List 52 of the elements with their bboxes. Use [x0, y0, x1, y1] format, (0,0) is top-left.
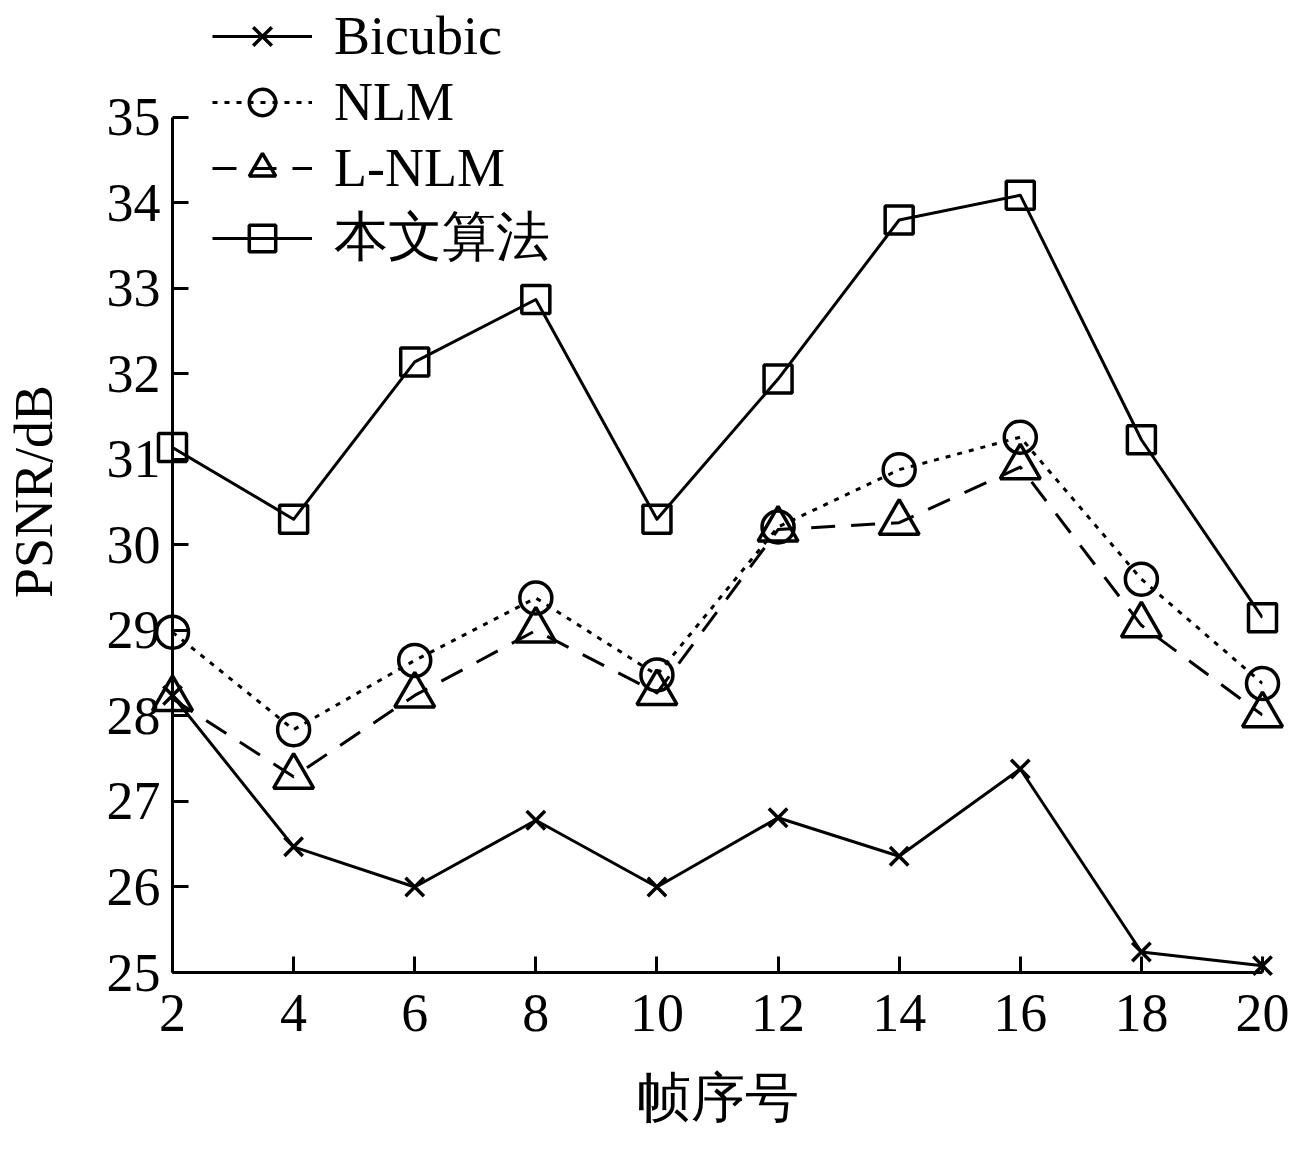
- point: [1125, 424, 1158, 456]
- point: [762, 363, 794, 395]
- y-tick-label: 35: [106, 87, 161, 148]
- x-tick-label: 6: [401, 982, 429, 1043]
- point: [646, 876, 668, 898]
- point: [156, 431, 189, 464]
- point: [767, 806, 789, 829]
- legend-label: Bicubic: [334, 9, 502, 67]
- y-tick-label: 32: [106, 343, 161, 404]
- legend-label: NLM: [334, 71, 454, 133]
- y-tick-label: 33: [106, 258, 161, 319]
- point: [275, 711, 312, 748]
- point: [1244, 665, 1281, 702]
- y-tick-label: 30: [106, 514, 161, 575]
- y-axis-title: PSNR/dB: [3, 384, 64, 599]
- point: [1251, 954, 1274, 977]
- point: [396, 642, 433, 679]
- x-tick-label: 10: [629, 982, 684, 1043]
- point: [518, 580, 554, 616]
- y-tick-label: 34: [106, 172, 161, 233]
- point: [403, 876, 426, 898]
- point: [1002, 419, 1039, 455]
- y-tick-label: 28: [106, 685, 161, 746]
- x-tick-label: 4: [280, 982, 308, 1043]
- x-tick-label: 2: [159, 982, 186, 1043]
- x-tick-label: 16: [993, 982, 1048, 1043]
- point: [1004, 179, 1037, 211]
- point: [1123, 561, 1160, 597]
- point: [888, 845, 911, 868]
- y-tick-label: 27: [106, 771, 161, 832]
- point: [398, 346, 431, 378]
- point: [524, 809, 547, 832]
- point: [881, 451, 917, 488]
- x-tick-label: 8: [522, 982, 550, 1043]
- x-tick-label: 20: [1235, 982, 1290, 1043]
- point: [1246, 601, 1279, 634]
- x-tick-label: 18: [1114, 982, 1169, 1043]
- point: [282, 835, 305, 858]
- point: [641, 503, 673, 536]
- y-tick-label: 31: [106, 429, 161, 490]
- point: [1130, 941, 1153, 963]
- point: [1009, 758, 1032, 780]
- legend-label: L-NLM: [334, 137, 505, 199]
- y-tick-label: 25: [106, 942, 161, 1003]
- x-axis-title: 帧序号: [636, 1067, 799, 1128]
- point: [883, 204, 915, 236]
- point: [520, 283, 552, 316]
- legend-label: 本文算法: [334, 206, 550, 269]
- x-tick-label: 12: [751, 982, 806, 1043]
- x-tick-label: 14: [872, 982, 927, 1043]
- y-tick-label: 26: [106, 856, 161, 917]
- point: [277, 503, 310, 536]
